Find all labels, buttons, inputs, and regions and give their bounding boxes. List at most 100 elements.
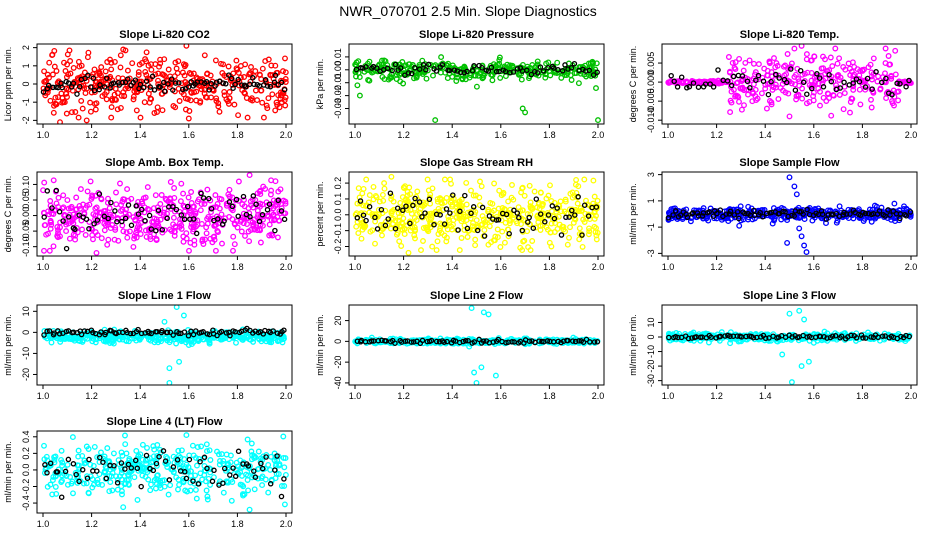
data-point: [177, 220, 183, 227]
reference-point: [135, 326, 141, 333]
reference-point: [563, 214, 569, 221]
data-point: [770, 84, 777, 91]
reference-point: [94, 217, 101, 223]
reference-point: [63, 245, 70, 252]
reference-point: [439, 62, 446, 68]
reference-point: [72, 226, 78, 233]
points-layer: [352, 305, 601, 385]
reference-point: [259, 211, 266, 218]
reference-point: [113, 330, 119, 337]
reference-point: [227, 332, 233, 339]
reference-point: [172, 80, 179, 86]
data-point: [268, 177, 275, 184]
reference-point: [133, 203, 139, 209]
reference-point: [142, 217, 148, 224]
data-point: [569, 194, 576, 201]
data-point: [229, 333, 236, 340]
reference-point: [433, 68, 440, 74]
data-point: [241, 491, 248, 498]
data-point: [205, 213, 212, 220]
reference-point: [366, 203, 373, 210]
reference-point: [88, 84, 94, 90]
data-point: [215, 103, 222, 110]
data-point: [44, 335, 51, 342]
data-point: [251, 216, 258, 223]
reference-point: [119, 218, 125, 225]
data-point: [51, 63, 58, 70]
data-point: [531, 188, 538, 195]
data-point: [135, 82, 141, 89]
reference-point: [125, 76, 131, 82]
data-point: [892, 47, 899, 54]
data-point: [201, 52, 208, 59]
data-point: [555, 213, 562, 220]
data-point: [808, 69, 815, 76]
data-point: [803, 51, 810, 58]
x-tick-label: 1.0: [349, 262, 362, 272]
reference-point: [853, 335, 860, 341]
data-point: [112, 335, 118, 342]
data-point: [575, 183, 582, 190]
reference-point: [82, 75, 88, 82]
data-point: [412, 227, 418, 234]
x-tick-label: 1.2: [710, 391, 723, 401]
data-point: [42, 78, 49, 85]
data-point: [203, 224, 210, 231]
data-point: [194, 444, 201, 451]
reference-point: [470, 204, 477, 210]
data-point: [788, 60, 795, 67]
data-point: [495, 205, 502, 212]
outlier-point: [788, 379, 795, 385]
data-point: [580, 216, 587, 223]
data-point: [207, 457, 214, 463]
data-point: [891, 200, 898, 207]
data-point: [547, 182, 553, 189]
data-point: [376, 198, 383, 205]
y-tick-label: -0.10: [21, 236, 31, 257]
reference-point: [420, 62, 427, 68]
data-point: [49, 71, 56, 78]
data-point: [166, 339, 173, 346]
data-point: [847, 99, 854, 105]
data-point: [213, 98, 220, 104]
data-point: [282, 94, 289, 101]
data-point: [574, 200, 581, 207]
data-point: [226, 193, 233, 200]
data-point: [449, 203, 456, 210]
data-point: [885, 53, 892, 59]
data-point: [247, 69, 254, 76]
reference-point: [486, 213, 493, 219]
data-point: [856, 86, 863, 93]
data-point: [181, 208, 188, 215]
data-point: [72, 232, 79, 239]
data-point: [170, 103, 177, 109]
data-point: [222, 215, 229, 222]
data-point: [175, 58, 182, 65]
reference-point: [76, 212, 82, 218]
x-tick-label: 1.4: [134, 130, 147, 140]
reference-point: [462, 192, 468, 199]
reference-point: [139, 206, 145, 213]
panel-title: Slope Amb. Box Temp.: [105, 157, 224, 169]
reference-point: [814, 71, 820, 77]
reference-point: [765, 91, 772, 98]
data-point: [425, 216, 432, 223]
reference-point: [783, 79, 790, 86]
points-layer: [352, 173, 601, 256]
data-point: [738, 78, 745, 85]
reference-point: [542, 219, 548, 225]
reference-point: [40, 89, 47, 95]
data-point: [472, 242, 479, 249]
data-point: [509, 62, 515, 69]
data-point: [77, 205, 83, 212]
outlier-point: [786, 310, 793, 317]
reference-point: [579, 232, 585, 238]
data-point: [448, 197, 455, 204]
y-tick-label: -0.03: [333, 98, 343, 119]
reference-point: [90, 75, 97, 81]
reference-point: [594, 69, 600, 76]
data-point: [399, 194, 406, 201]
data-point: [355, 185, 362, 192]
data-point: [262, 476, 269, 483]
